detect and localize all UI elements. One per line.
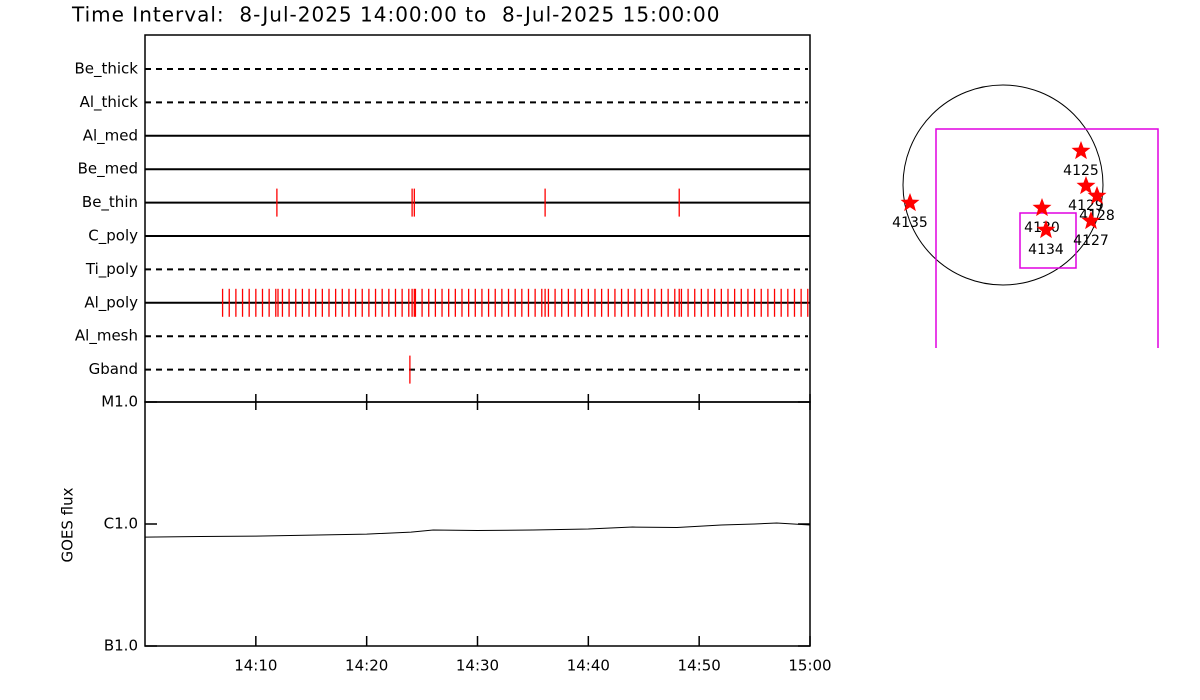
region-star: [1032, 198, 1052, 217]
filter-label: Be_thin: [82, 193, 138, 212]
fov-small: [1019, 212, 1077, 269]
filter-panel: [144, 34, 811, 403]
x-tick-label: 14:30: [456, 657, 499, 675]
y-axis-label: GOES flux: [59, 487, 77, 562]
region-star: [900, 193, 920, 212]
goes-panel: [144, 401, 811, 647]
region-label: 4128: [1079, 208, 1115, 224]
filter-label: Be_thick: [74, 60, 138, 79]
solar-disk: [902, 84, 1104, 286]
filter-label: Al_med: [83, 126, 138, 145]
y-tick-label: C1.0: [104, 515, 138, 533]
x-tick-label: 14:10: [234, 657, 277, 675]
region-label: 4125: [1063, 163, 1099, 179]
x-tick-label: 14:20: [345, 657, 388, 675]
filter-label: Al_thick: [80, 93, 139, 112]
filter-label: C_poly: [88, 227, 138, 246]
x-tick-label: 15:00: [788, 657, 831, 675]
filter-label: Gband: [89, 360, 138, 378]
fov-large: [935, 128, 1159, 348]
title: Time Interval: 8-Jul-2025 14:00:00 to 8-…: [71, 3, 720, 27]
x-tick-label: 14:50: [678, 657, 721, 675]
filter-label: Al_mesh: [75, 327, 138, 346]
y-tick-label: B1.0: [104, 637, 138, 655]
region-star: [1081, 211, 1101, 230]
region-label: 4135: [892, 215, 928, 231]
region-star: [1076, 176, 1096, 195]
region-star: [1071, 141, 1091, 160]
x-tick-label: 14:40: [567, 657, 610, 675]
region-label: 4127: [1073, 233, 1109, 249]
filter-label: Al_poly: [84, 293, 138, 312]
filter-label: Ti_poly: [85, 260, 138, 279]
goes-flux-line: [144, 522, 811, 538]
region-label: 4129: [1068, 198, 1104, 214]
region-star: [1087, 186, 1107, 205]
region-label: 4134: [1028, 242, 1064, 258]
region-star: [1036, 220, 1056, 239]
y-tick-label: M1.0: [101, 393, 138, 411]
filter-label: Be_med: [78, 160, 138, 179]
